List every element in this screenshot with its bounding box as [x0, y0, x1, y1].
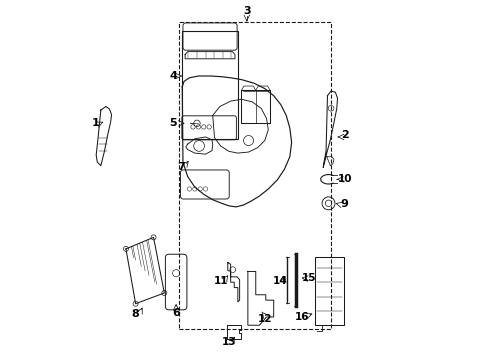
Text: 7: 7	[177, 162, 185, 172]
Text: 2: 2	[341, 130, 348, 140]
Text: 10: 10	[338, 174, 352, 184]
Bar	[182, 31, 238, 139]
Text: 16: 16	[295, 312, 310, 322]
Text: 3: 3	[243, 6, 250, 16]
Text: 5: 5	[170, 118, 177, 128]
Bar	[315, 257, 343, 325]
Text: 4: 4	[170, 71, 177, 81]
Text: 14: 14	[272, 276, 287, 286]
Text: 11: 11	[213, 276, 228, 286]
Text: 1: 1	[92, 118, 99, 128]
Text: 6: 6	[172, 309, 180, 318]
Text: 15: 15	[302, 273, 317, 283]
Bar	[179, 22, 331, 329]
Text: 12: 12	[258, 314, 273, 324]
Text: 8: 8	[132, 310, 140, 319]
Text: 9: 9	[341, 199, 348, 210]
Text: 13: 13	[221, 337, 236, 347]
